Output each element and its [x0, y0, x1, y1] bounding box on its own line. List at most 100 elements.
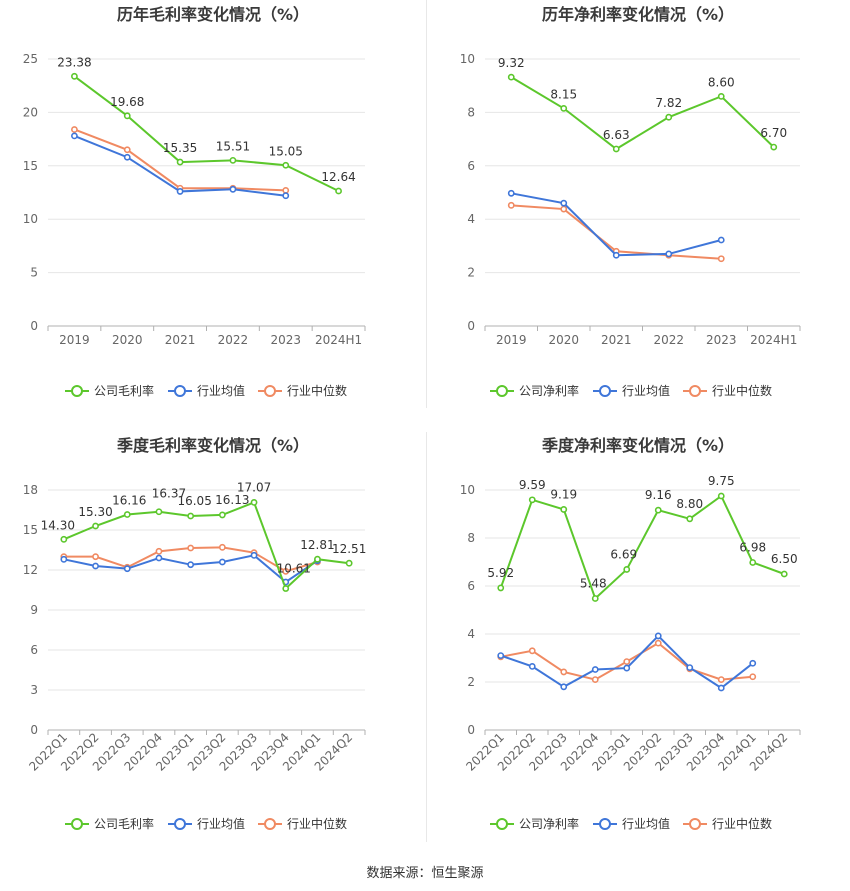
data-point: [665, 113, 673, 121]
legend-item[interactable]: 行业均值: [168, 383, 245, 398]
legend-item[interactable]: 行业均值: [168, 816, 245, 831]
legend-item[interactable]: 公司毛利率: [65, 816, 154, 831]
y-tick-label: 4: [467, 212, 475, 226]
legend-item[interactable]: 公司净利率: [490, 816, 579, 831]
y-tick-label: 10: [23, 212, 38, 226]
legend-item[interactable]: 公司毛利率: [65, 383, 154, 398]
data-label: 6.70: [760, 126, 787, 140]
x-tick-label: 2020: [548, 333, 579, 347]
data-point: [282, 585, 290, 592]
data-point: [560, 683, 568, 691]
legend-marker: [174, 818, 186, 830]
data-point: [345, 559, 353, 567]
data-point: [717, 684, 725, 692]
data-point: [60, 555, 68, 563]
legend-item[interactable]: 行业中位数: [683, 383, 772, 398]
y-tick-label: 10: [460, 52, 475, 66]
data-point: [71, 132, 78, 140]
y-tick-label: 9: [30, 603, 38, 617]
data-point: [591, 666, 599, 673]
data-point: [314, 555, 321, 563]
data-point: [507, 189, 515, 197]
y-tick-label: 15: [23, 523, 38, 537]
data-point: [560, 205, 568, 213]
data-point: [749, 559, 757, 566]
data-point: [123, 112, 131, 120]
data-point: [497, 584, 505, 592]
data-point: [717, 92, 725, 100]
legend-label: 行业均值: [197, 816, 245, 831]
chart-panel-4: 季度净利率变化情况（%）02468102022Q12022Q22022Q3202…: [460, 436, 801, 831]
chart-panel-1: 历年毛利率变化情况（%） 0 5 10 15 20 25 2019 2020 2021 2022 20…: [23, 5, 366, 398]
data-label: 15.35: [163, 141, 197, 155]
data-label: 16.05: [177, 494, 211, 508]
legend-label: 行业中位数: [712, 383, 772, 398]
data-point: [591, 676, 599, 683]
legend-label: 行业均值: [197, 383, 245, 398]
x-tick-label: 2020: [112, 333, 143, 347]
data-point: [560, 506, 568, 513]
data-point: [155, 554, 163, 562]
y-tick-label: 0: [467, 723, 475, 737]
data-point: [591, 595, 599, 602]
data-point: [176, 158, 184, 166]
legend-label: 公司毛利率: [94, 816, 154, 831]
data-point: [612, 145, 620, 153]
data-point: [187, 544, 195, 552]
data-label: 14.30: [41, 518, 75, 532]
vertical-divider-bottom: [426, 432, 427, 842]
legend-item[interactable]: 行业均值: [593, 816, 670, 831]
data-point: [218, 558, 226, 566]
data-point: [770, 143, 778, 151]
data-point: [612, 251, 620, 259]
data-label: 6.69: [610, 547, 637, 561]
data-label: 6.98: [739, 540, 766, 554]
data-point: [282, 161, 290, 169]
data-label: 9.19: [550, 487, 577, 501]
data-point: [654, 639, 662, 647]
legend-marker: [689, 385, 701, 397]
x-tick-label: 2023: [706, 333, 737, 347]
legend-label: 行业均值: [622, 816, 670, 831]
data-point: [528, 496, 536, 504]
legend-item[interactable]: 行业中位数: [258, 816, 347, 831]
y-tick-label: 6: [30, 643, 38, 657]
legend-item[interactable]: 公司净利率: [490, 383, 579, 398]
series-line: [73, 75, 340, 192]
data-point: [528, 663, 536, 670]
data-label: 5.48: [580, 576, 607, 590]
legend-item[interactable]: 行业中位数: [683, 816, 772, 831]
legend-label: 行业中位数: [712, 816, 772, 831]
data-label: 19.68: [110, 95, 144, 109]
legend-marker: [496, 818, 508, 830]
data-point: [123, 511, 131, 518]
data-label: 6.50: [771, 552, 798, 566]
y-tick-label: 0: [30, 319, 38, 333]
chart-title: 季度毛利率变化情况（%）: [116, 436, 309, 455]
data-label: 12.81: [300, 538, 334, 552]
data-point: [528, 647, 536, 655]
y-tick-label: 5: [30, 266, 38, 280]
data-point: [92, 562, 99, 570]
data-point: [717, 255, 725, 263]
data-label: 15.30: [78, 505, 112, 519]
data-label: 9.59: [519, 478, 546, 492]
y-tick-label: 3: [30, 683, 38, 697]
data-point: [335, 187, 342, 195]
data-point: [654, 506, 662, 514]
y-tick-label: 18: [23, 483, 38, 497]
y-tick-label: 2: [467, 675, 475, 689]
series-line: [63, 501, 350, 591]
data-point: [123, 153, 131, 161]
data-point: [71, 72, 78, 80]
legend-label: 公司净利率: [519, 383, 579, 398]
legend-item[interactable]: 行业均值: [593, 383, 670, 398]
data-point: [229, 185, 237, 193]
legend-item[interactable]: 行业中位数: [258, 383, 347, 398]
x-tick-label: 2019: [496, 333, 527, 347]
data-point: [250, 498, 258, 506]
data-label: 17.07: [237, 480, 271, 494]
data-label: 12.51: [332, 542, 366, 556]
x-tick-label: 2022: [653, 333, 684, 347]
legend-label: 行业中位数: [287, 383, 347, 398]
